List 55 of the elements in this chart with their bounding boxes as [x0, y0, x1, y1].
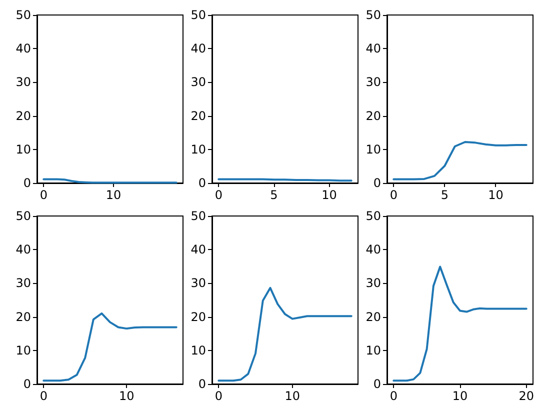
- y-tick-label: 10: [366, 142, 381, 156]
- line-series: [392, 141, 528, 180]
- y-tick-label: 30: [190, 75, 206, 90]
- y-tick-label: 30: [16, 75, 31, 90]
- x-tick-label: 0: [214, 389, 222, 403]
- line-series: [42, 312, 178, 382]
- y-tick-label: 10: [190, 343, 206, 358]
- y-tick-label: 10: [16, 343, 31, 358]
- y-tick-label: 50: [190, 209, 206, 223]
- x-tick-label: 0: [390, 188, 398, 202]
- y-tick-label: 50: [16, 209, 31, 223]
- y-tick-label: 40: [16, 42, 31, 56]
- y-tick-label: 30: [190, 276, 206, 290]
- y-tick-label: 40: [16, 242, 31, 257]
- x-tick-label: 20: [518, 389, 534, 403]
- y-tick-label: 30: [16, 276, 31, 290]
- x-tick-label: 0: [214, 188, 222, 202]
- y-tick-label: 10: [16, 142, 31, 156]
- y-tick-label: 30: [366, 276, 381, 290]
- y-tick-label: 0: [23, 176, 31, 190]
- x-tick-label: 5: [270, 188, 278, 202]
- y-tick-label: 40: [366, 242, 381, 257]
- y-tick-label: 0: [198, 176, 206, 190]
- x-tick-label: 10: [106, 188, 122, 202]
- y-tick-label: 50: [190, 8, 206, 22]
- line-series: [218, 286, 352, 382]
- x-tick-label: 10: [488, 188, 504, 202]
- y-tick-label: 30: [366, 75, 381, 90]
- x-tick-label: 0: [40, 188, 48, 202]
- y-tick-label: 40: [366, 42, 381, 56]
- y-tick-label: 50: [366, 8, 381, 22]
- x-tick-label: 0: [390, 389, 398, 403]
- y-tick-label: 50: [16, 8, 31, 22]
- y-tick-label: 20: [16, 108, 31, 123]
- y-tick-label: 10: [190, 142, 206, 156]
- y-tick-label: 0: [373, 377, 381, 391]
- y-tick-label: 20: [190, 108, 206, 123]
- y-tick-label: 0: [198, 377, 206, 391]
- y-tick-label: 0: [373, 176, 381, 190]
- y-tick-label: 50: [366, 209, 381, 223]
- y-tick-label: 20: [16, 310, 31, 324]
- x-tick-label: 10: [452, 389, 468, 403]
- x-tick-label: 10: [284, 389, 300, 403]
- y-tick-label: 20: [190, 310, 206, 324]
- x-tick-label: 10: [322, 188, 337, 202]
- x-tick-label: 0: [40, 389, 48, 403]
- y-tick-label: 10: [366, 343, 381, 358]
- y-tick-label: 20: [366, 310, 381, 324]
- y-tick-label: 0: [23, 377, 31, 391]
- y-tick-label: 40: [190, 242, 206, 257]
- y-tick-label: 40: [190, 42, 206, 56]
- x-tick-label: 5: [440, 188, 449, 202]
- line-series: [392, 266, 528, 382]
- x-tick-label: 10: [118, 389, 134, 403]
- y-tick-label: 20: [366, 108, 381, 123]
